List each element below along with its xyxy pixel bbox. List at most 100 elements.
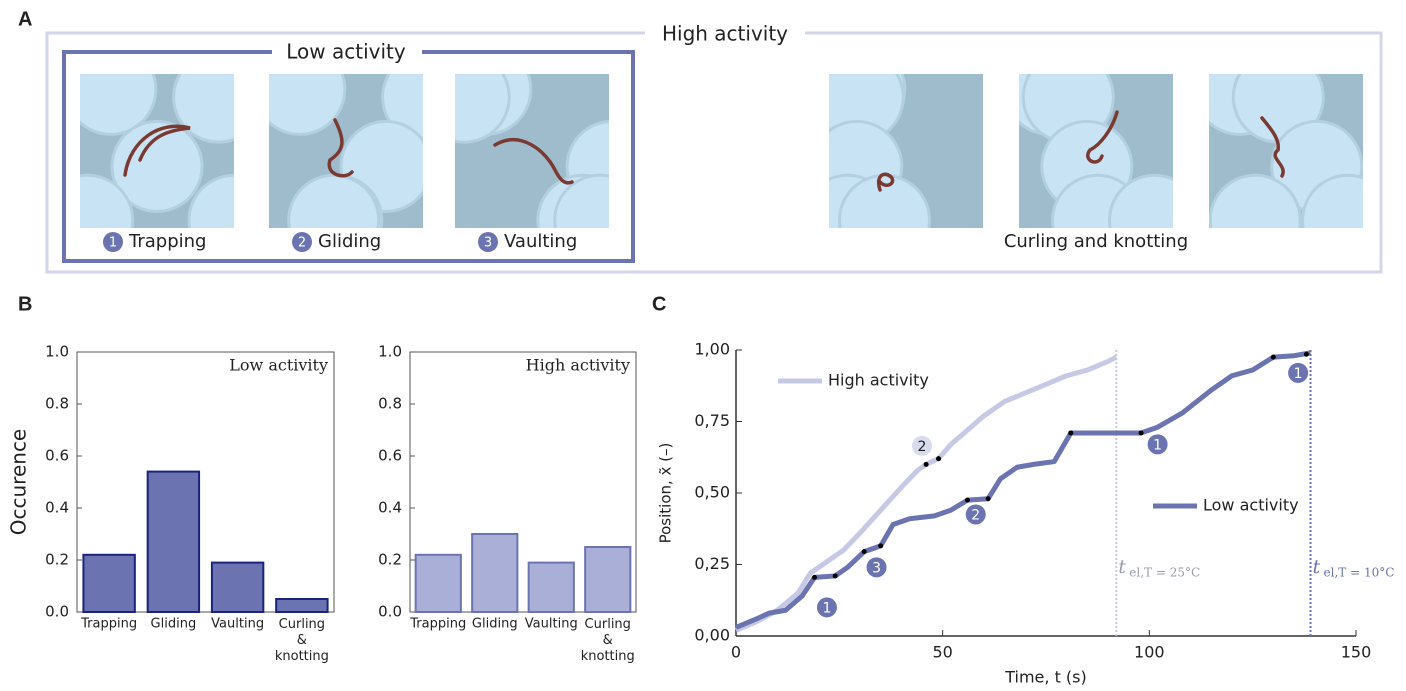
outer-label: High activity	[662, 22, 788, 46]
number-badge	[478, 232, 498, 252]
event-point	[964, 497, 970, 503]
event-point	[1270, 354, 1276, 360]
chart-title: High activity	[526, 356, 630, 375]
caption: Curling and knotting	[1004, 231, 1188, 252]
y-tick-label: 0.6	[378, 447, 402, 465]
pillar	[269, 74, 347, 136]
series-line	[735, 354, 1118, 633]
pillar	[1301, 173, 1363, 228]
pillar	[1108, 173, 1173, 228]
x-tick-label: 100	[1134, 643, 1165, 662]
y-tick-label: 1,00	[694, 340, 730, 359]
panel-label: B	[18, 293, 32, 315]
annotation-badge	[1288, 362, 1309, 383]
photo	[1019, 74, 1173, 228]
panel-label: A	[18, 8, 32, 30]
event-point	[936, 456, 942, 462]
event-point	[878, 543, 884, 549]
x-tick-label: Vaulting	[525, 617, 578, 632]
worm	[1260, 116, 1285, 178]
y-tick-label: 0.8	[45, 395, 69, 413]
annotation: 1	[1294, 366, 1303, 382]
pillar	[80, 173, 135, 228]
event-point	[861, 549, 867, 555]
pillar	[455, 74, 511, 144]
number-badge	[103, 232, 123, 252]
y-tick-label: 0,50	[694, 483, 730, 502]
worm	[123, 124, 191, 177]
pillar	[837, 173, 931, 228]
y-tick-label: 1.0	[45, 343, 69, 361]
number: 1	[109, 236, 117, 251]
event-point	[812, 574, 818, 580]
number: 3	[484, 236, 492, 251]
pillar	[553, 173, 609, 228]
x-tick-label: 50	[932, 643, 952, 662]
worm	[1086, 110, 1119, 164]
reference-label: t	[1313, 556, 1321, 578]
photo	[829, 74, 983, 228]
y-tick-label: 1.0	[378, 343, 402, 361]
x-tick-label: Trapping	[80, 617, 137, 632]
annotation: 3	[872, 560, 881, 576]
x-tick-label: Curling & knotting	[275, 617, 329, 664]
behavior-name: Trapping	[128, 231, 206, 252]
photo	[455, 74, 609, 228]
x-tick-label: 0	[731, 643, 741, 662]
annotation: 1	[1153, 437, 1162, 453]
bar	[275, 598, 329, 613]
annotation-badge	[1147, 434, 1168, 455]
photo	[1209, 74, 1363, 228]
y-tick-label: 0.4	[45, 499, 69, 517]
y-tick-label: 0,75	[694, 411, 730, 430]
y-tick-label: 0.2	[45, 551, 69, 569]
worm	[877, 172, 895, 192]
y-tick-label: 0.6	[45, 447, 69, 465]
plot-frame	[76, 351, 335, 613]
label-bg	[645, 22, 805, 46]
annotation-badge	[965, 504, 986, 525]
y-tick-label: 0.8	[378, 395, 402, 413]
pillar	[80, 74, 158, 136]
pillar	[1209, 173, 1302, 228]
y-tick-label: 0,25	[694, 554, 730, 573]
x-tick-label: Gliding	[151, 617, 197, 632]
bar	[414, 553, 462, 613]
bar	[210, 561, 265, 613]
y-tick-label: 0.2	[378, 551, 402, 569]
y-axis-label: Position, x̃ (–)	[657, 443, 675, 544]
reference-subscript: el,T = 25°C	[1129, 566, 1200, 580]
bar	[527, 561, 575, 613]
y-tick-label: 0.0	[45, 603, 69, 621]
reference-subscript: el,T = 10°C	[1324, 566, 1395, 580]
pillar	[187, 173, 234, 228]
bar	[82, 553, 136, 613]
x-tick-label: Gliding	[472, 617, 518, 632]
annotation: 1	[822, 600, 831, 616]
y-tick-label: 0.4	[378, 499, 402, 517]
event-point	[985, 496, 991, 502]
annotation-badge	[816, 597, 837, 618]
x-tick-label: Curling & knotting	[581, 617, 635, 664]
y-tick-label: 0.0	[378, 603, 402, 621]
annotation: 2	[918, 439, 927, 455]
bar	[584, 546, 632, 613]
y-axis-label: Occurence	[7, 429, 31, 535]
plot-frame	[409, 351, 637, 613]
number: 2	[298, 236, 306, 251]
bar	[146, 470, 201, 613]
event-point	[1068, 430, 1074, 436]
annotation-badge	[866, 557, 887, 578]
worm	[327, 118, 354, 178]
behavior-name: Vaulting	[504, 231, 577, 252]
x-tick-label: 150	[1341, 643, 1372, 662]
inner-label: Low activity	[286, 40, 406, 64]
pillar	[110, 119, 204, 213]
annotation: 2	[971, 507, 980, 523]
event-point	[1138, 430, 1144, 436]
number-badge	[292, 232, 312, 252]
annotation-badge	[912, 435, 932, 456]
photo	[269, 74, 423, 228]
event-point	[923, 461, 929, 467]
